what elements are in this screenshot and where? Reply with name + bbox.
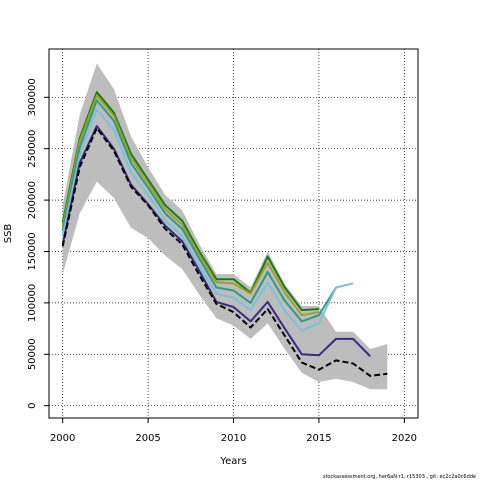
- y-axis-title: SSB: [3, 224, 14, 244]
- series-layer: [61, 91, 388, 377]
- series-line-3: [61, 108, 354, 332]
- y-tick-label: 50000: [27, 338, 38, 370]
- x-tick-label: 2015: [306, 433, 331, 444]
- series-line-5: [61, 127, 388, 377]
- y-tick-label: 250000: [27, 130, 38, 168]
- series-line-4: [61, 125, 371, 358]
- y-tick-label: 100000: [27, 284, 38, 322]
- y-tick-label: 0: [27, 402, 38, 408]
- footer-note: stockassessment.org, her6aN r1, r15303 ,…: [323, 474, 476, 480]
- x-axis: 2000 2005 2010 2015 2020: [50, 418, 417, 444]
- x-tick-label: 2000: [50, 433, 75, 444]
- y-axis: 0 50000 100000 150000 200000 250000 300000: [27, 78, 49, 409]
- y-tick-label: 300000: [27, 78, 38, 116]
- confidence-band: [62, 63, 388, 390]
- series-line-2: [61, 99, 337, 323]
- series-line-1: [61, 94, 320, 317]
- y-tick-label: 150000: [27, 232, 38, 270]
- x-tick-label: 2005: [135, 433, 160, 444]
- series-line-0: [61, 91, 319, 312]
- x-tick-label: 2020: [392, 433, 417, 444]
- y-tick-label: 200000: [27, 181, 38, 219]
- x-axis-title: Years: [219, 456, 246, 467]
- confidence-band-layer: [62, 63, 388, 390]
- x-tick-label: 2010: [221, 433, 246, 444]
